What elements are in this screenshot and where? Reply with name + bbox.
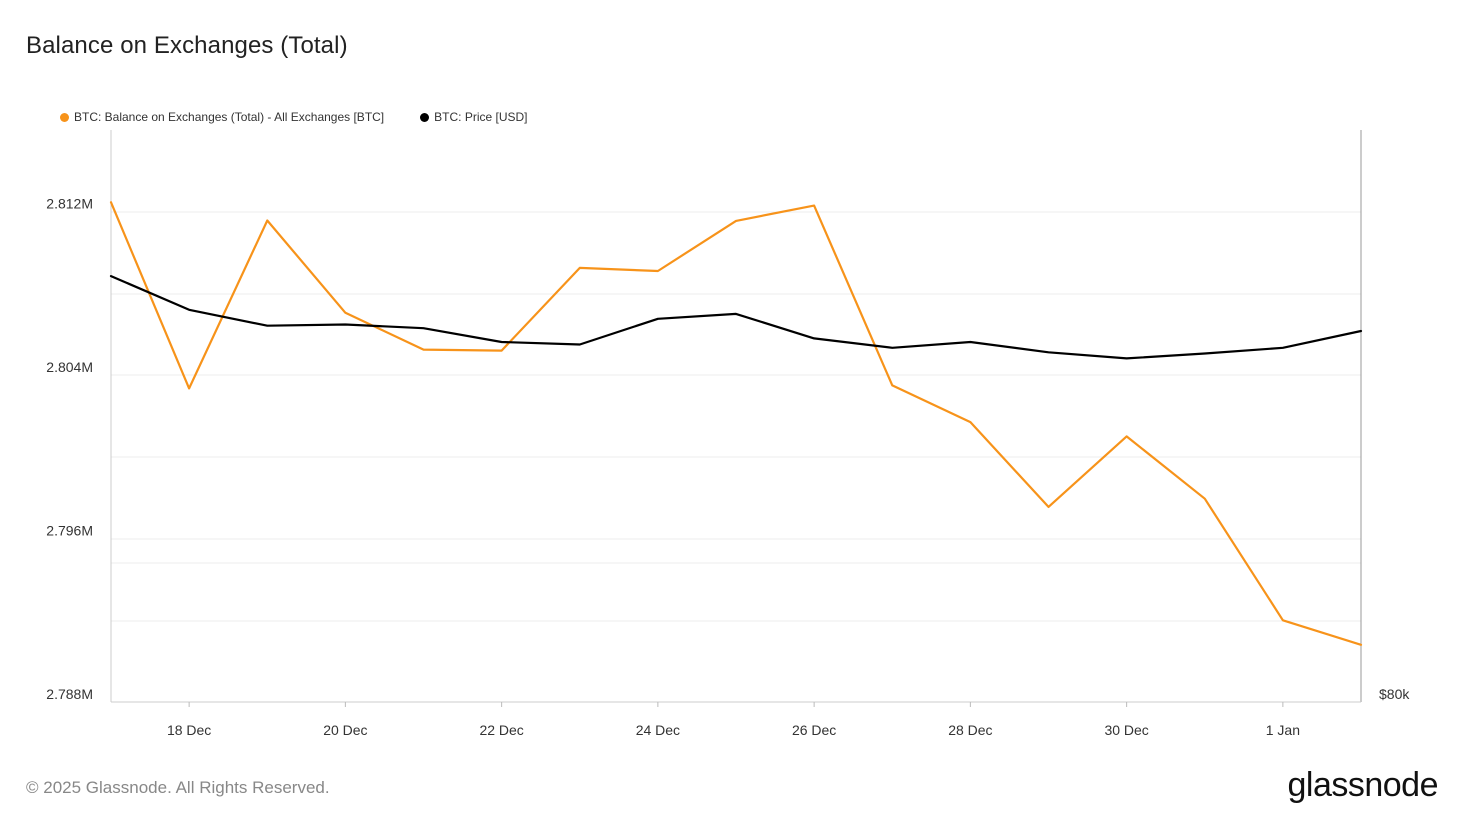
y-left-tick-label: 2.788M bbox=[46, 686, 93, 702]
legend-item-price[interactable]: BTC: Price [USD] bbox=[420, 110, 528, 124]
copyright-footer: © 2025 Glassnode. All Rights Reserved. bbox=[26, 778, 330, 797]
legend-label-balance: BTC: Balance on Exchanges (Total) - All … bbox=[74, 110, 385, 124]
axes bbox=[110, 130, 1362, 703]
y-left-tick-label: 2.804M bbox=[46, 359, 93, 375]
legend: BTC: Balance on Exchanges (Total) - All … bbox=[60, 110, 528, 124]
legend-dot-balance bbox=[60, 112, 69, 122]
y-left-tick-label: 2.796M bbox=[46, 523, 93, 539]
chart-title: Balance on Exchanges (Total) bbox=[26, 32, 348, 59]
x-tick-label: 22 Dec bbox=[479, 722, 523, 738]
series-lines bbox=[109, 201, 1363, 646]
legend-item-balance[interactable]: BTC: Balance on Exchanges (Total) - All … bbox=[60, 110, 384, 124]
grid-lines bbox=[111, 211, 1361, 622]
x-tick-label: 30 Dec bbox=[1104, 722, 1148, 738]
x-tick-label: 20 Dec bbox=[323, 722, 367, 738]
x-tick-label: 18 Dec bbox=[167, 722, 211, 738]
x-tick-label: 26 Dec bbox=[792, 722, 836, 738]
x-axis-ticks: 18 Dec 20 Dec 22 Dec 24 Dec 26 Dec 28 Dec 30 D… bbox=[167, 702, 1300, 738]
glassnode-logo[interactable]: glassnode bbox=[1287, 766, 1438, 804]
balance-series-line bbox=[109, 201, 1363, 646]
x-tick-label: 1 Jan bbox=[1266, 722, 1300, 738]
y-left-tick-label: 2.812M bbox=[46, 196, 93, 212]
x-tick-label: 28 Dec bbox=[948, 722, 992, 738]
x-tick-label: 24 Dec bbox=[636, 722, 680, 738]
y-right-tick-label: $80k bbox=[1379, 686, 1410, 702]
legend-dot-price bbox=[420, 112, 430, 122]
legend-label-price: BTC: Price [USD] bbox=[434, 110, 528, 124]
y-axis-ticks: 2.812M 2.804M 2.796M 2.788M $80k bbox=[46, 196, 1410, 702]
price-series-line bbox=[109, 275, 1363, 360]
